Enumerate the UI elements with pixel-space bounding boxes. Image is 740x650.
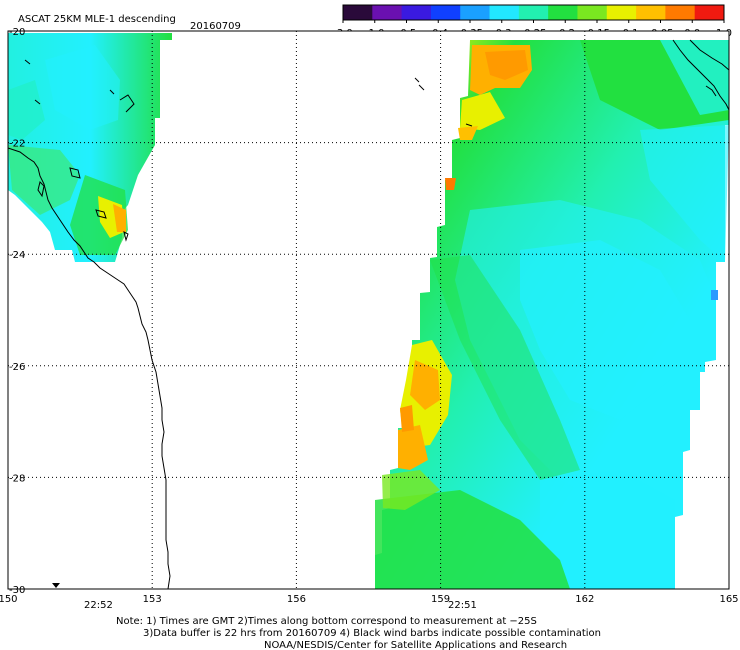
longitude-labels: 150 153 156 159 162 165 (0, 594, 739, 605)
colorbar-swatch (401, 5, 432, 20)
note-line-3: NOAA/NESDIS/Center for Satellite Applica… (264, 640, 567, 650)
colorbar-swatch (548, 5, 578, 20)
colorbar-swatch (343, 5, 373, 20)
colorbar-swatch (489, 5, 520, 20)
map-title: ASCAT 25KM MLE-1 descending (18, 14, 176, 25)
latitude-label: -28 (9, 473, 25, 484)
swath-time-left: 22:52 (84, 600, 113, 611)
map-area (8, 31, 729, 589)
coastline-australia (8, 59, 171, 589)
longitude-label: 153 (143, 594, 162, 605)
colorbar-swatch (694, 5, 725, 20)
map-date: 20160709 (190, 21, 241, 32)
latitude-label: -22 (9, 139, 25, 150)
colorbar-swatch (606, 5, 637, 20)
lat-lon-grid (8, 31, 729, 589)
colorbar-swatch (460, 5, 491, 20)
latitude-label: -26 (9, 362, 25, 373)
colorbar-swatch (636, 5, 666, 20)
swath-left (8, 33, 172, 262)
longitude-label: 159 (431, 594, 450, 605)
latitude-label: -30 (9, 585, 25, 596)
latitude-labels: -20 -22 -24 -26 -28 -30 (9, 27, 25, 596)
longitude-label: 162 (575, 594, 594, 605)
colorbar-swatch (372, 5, 403, 20)
longitude-label: 165 (719, 594, 738, 605)
colorbar-swatch (518, 5, 549, 20)
longitude-label: 156 (287, 594, 306, 605)
colorbar-swatch (577, 5, 608, 20)
latitude-label: -24 (9, 250, 25, 261)
note-line-1: Note: 1) Times are GMT 2)Times along bot… (116, 616, 537, 627)
colorbar-swatch (430, 5, 461, 20)
wind-barb-marker (52, 583, 60, 588)
swath-right (375, 40, 729, 589)
latitude-label: -20 (9, 27, 25, 38)
swath-time-right: 22:51 (448, 600, 477, 611)
note-line-2: 3)Data buffer is 22 hrs from 20160709 4)… (143, 628, 601, 639)
longitude-label: 150 (0, 594, 18, 605)
map-frame (7, 30, 730, 590)
colorbar-swatch (665, 5, 696, 20)
coastline-new-caledonia (414, 39, 729, 127)
